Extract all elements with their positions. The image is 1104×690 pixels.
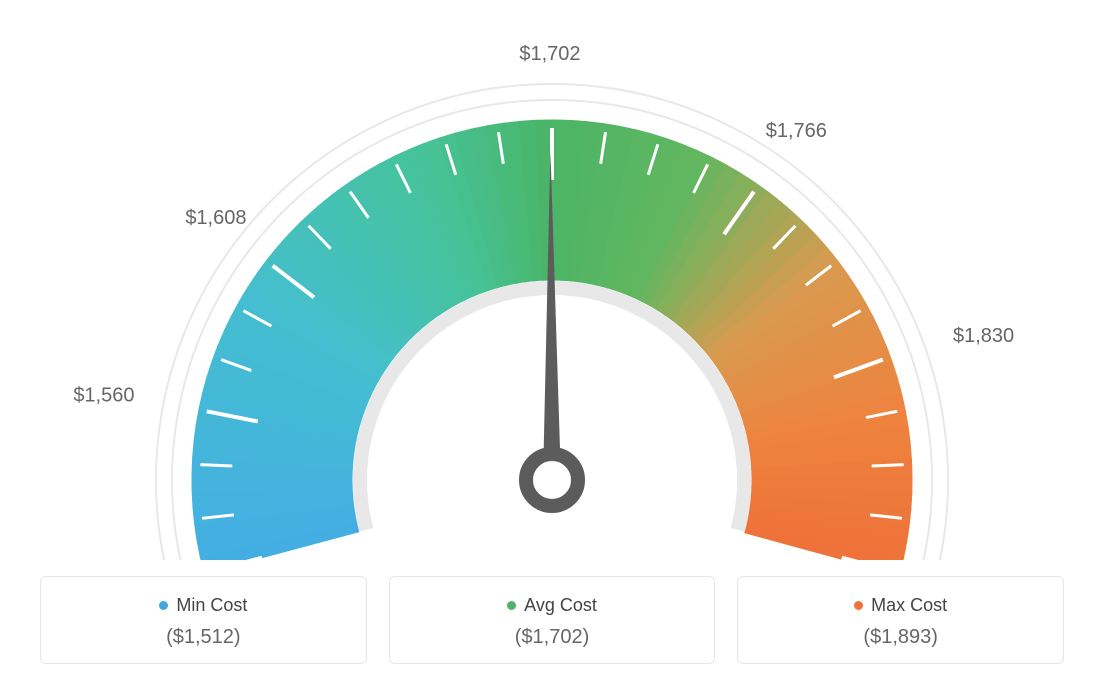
gauge-area: $1,512$1,560$1,608$1,702$1,766$1,830$1,8…	[40, 20, 1064, 560]
gauge-tick-label: $1,608	[185, 207, 246, 229]
cost-gauge-chart: $1,512$1,560$1,608$1,702$1,766$1,830$1,8…	[40, 20, 1064, 664]
legend-max-label: Max Cost	[871, 595, 947, 616]
legend-avg-title: Avg Cost	[507, 595, 597, 616]
gauge-tick-label: $1,830	[953, 325, 1014, 347]
legend-avg-card: Avg Cost ($1,702)	[389, 576, 716, 664]
legend-min-card: Min Cost ($1,512)	[40, 576, 367, 664]
gauge-svg: $1,512$1,560$1,608$1,702$1,766$1,830$1,8…	[40, 20, 1064, 560]
legend-max-dot	[854, 601, 863, 610]
legend-avg-label: Avg Cost	[524, 595, 597, 616]
legend-avg-dot	[507, 601, 516, 610]
legend-min-value: ($1,512)	[51, 626, 356, 649]
legend-row: Min Cost ($1,512) Avg Cost ($1,702) Max …	[40, 576, 1064, 664]
legend-min-title: Min Cost	[159, 595, 247, 616]
gauge-tick-label: $1,560	[73, 384, 134, 406]
gauge-tick-label: $1,766	[766, 120, 827, 142]
legend-min-dot	[159, 601, 168, 610]
legend-min-label: Min Cost	[176, 595, 247, 616]
legend-avg-value: ($1,702)	[400, 626, 705, 649]
legend-max-title: Max Cost	[854, 595, 947, 616]
legend-max-card: Max Cost ($1,893)	[737, 576, 1064, 664]
gauge-hub	[526, 454, 578, 506]
legend-max-value: ($1,893)	[748, 626, 1053, 649]
gauge-tick-label: $1,702	[519, 43, 580, 65]
